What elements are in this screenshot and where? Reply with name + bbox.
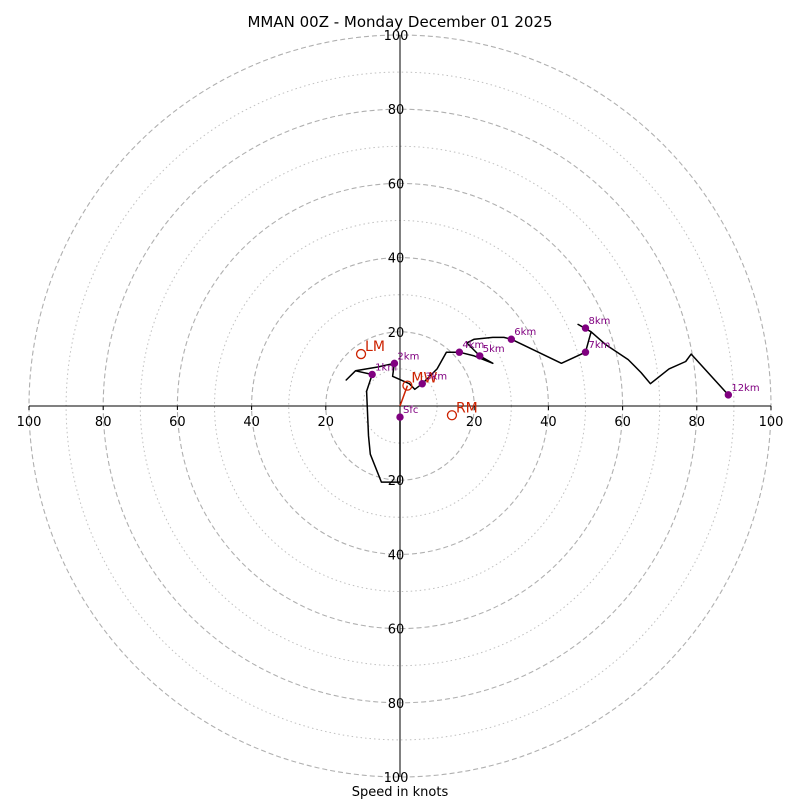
y-tick-label: 80 bbox=[388, 103, 405, 118]
height-marker-5km bbox=[476, 352, 484, 360]
y-tick-label: 100 bbox=[384, 29, 409, 44]
height-marker-4km bbox=[455, 348, 464, 356]
x-tick-label: 40 bbox=[243, 415, 260, 430]
height-marker-8km bbox=[581, 324, 590, 332]
x-tick-label: 60 bbox=[614, 415, 631, 430]
height-label-2km: 2km bbox=[397, 351, 419, 362]
y-tick-label: 40 bbox=[388, 252, 405, 267]
y-tick-label: 20 bbox=[388, 326, 405, 341]
motion-marker-lm bbox=[355, 348, 367, 360]
height-marker-6km bbox=[507, 335, 515, 343]
height-label-12km: 12km bbox=[731, 383, 759, 394]
hodograph-trace bbox=[345, 323, 729, 483]
height-label-6km: 6km bbox=[514, 327, 536, 338]
height-label-7km: 7km bbox=[589, 340, 611, 351]
motion-label-mw: MW bbox=[411, 371, 437, 387]
height-label-4km: 4km bbox=[462, 340, 484, 351]
height-marker-sfc bbox=[396, 413, 404, 421]
height-marker-1km bbox=[368, 370, 376, 379]
mean-wind-vector bbox=[399, 385, 409, 407]
x-tick-label: 40 bbox=[540, 415, 557, 430]
height-marker-12km bbox=[724, 391, 733, 399]
height-label-1km: 1km bbox=[375, 362, 397, 373]
x-tick-label: 20 bbox=[318, 415, 335, 430]
tick-labels: 1001008080606040402020202040406060808010… bbox=[17, 29, 784, 786]
y-tick-label: 60 bbox=[388, 177, 405, 192]
x-tick-label: 20 bbox=[466, 415, 483, 430]
y-tick-label: 100 bbox=[384, 771, 409, 786]
motion-marker-mw bbox=[402, 380, 413, 391]
y-tick-label: 80 bbox=[388, 697, 405, 712]
chart-title: MMAN 00Z - Monday December 01 2025 bbox=[247, 13, 552, 31]
height-marker-3km bbox=[418, 380, 426, 388]
motion-label-lm: LM bbox=[365, 339, 385, 355]
x-tick-label: 80 bbox=[95, 415, 112, 430]
height-label-5km: 5km bbox=[483, 344, 505, 355]
height-label-8km: 8km bbox=[589, 316, 611, 327]
y-tick-label: 40 bbox=[388, 548, 405, 563]
height-label-sfc: Sfc bbox=[403, 405, 418, 416]
motion-label-rm: RM bbox=[456, 400, 478, 416]
height-label-3km: 3km bbox=[425, 372, 447, 383]
x-tick-label: 100 bbox=[17, 415, 42, 430]
x-axis-label: Speed in knots bbox=[352, 785, 449, 800]
motion-marker-rm bbox=[446, 410, 458, 421]
x-tick-label: 60 bbox=[169, 415, 186, 430]
x-tick-label: 80 bbox=[689, 415, 706, 430]
height-marker-7km bbox=[581, 348, 590, 356]
storm-motion-markers: LM MW RM bbox=[355, 339, 478, 421]
x-tick-label: 100 bbox=[759, 415, 784, 430]
height-marker-2km bbox=[390, 359, 399, 368]
y-tick-label: 60 bbox=[388, 623, 405, 638]
hodograph-line bbox=[345, 323, 729, 483]
